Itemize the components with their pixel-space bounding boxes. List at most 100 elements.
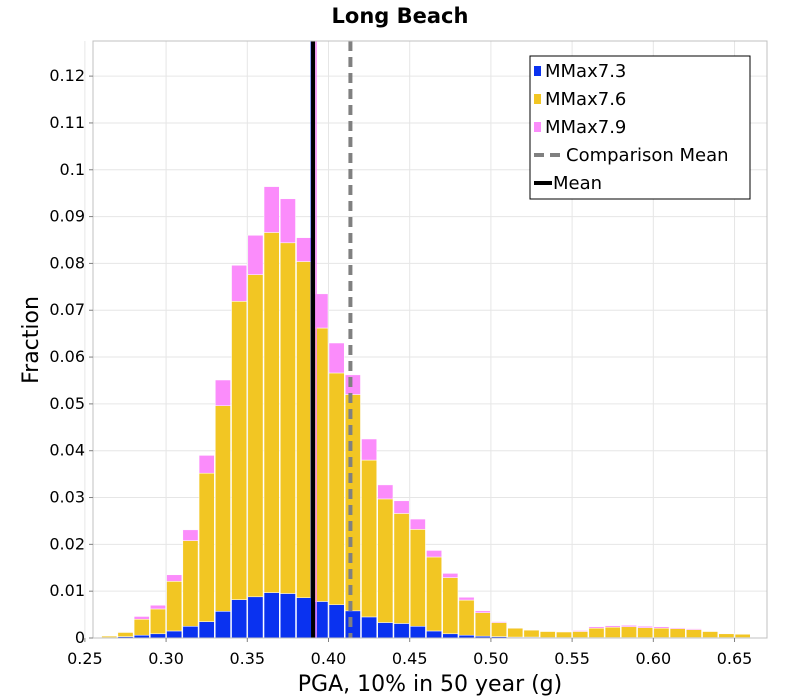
bar-mmax73 [361, 616, 377, 639]
bar-mmax79 [604, 625, 621, 628]
bar-mmax76 [442, 577, 459, 635]
bar-mmax73 [409, 626, 426, 639]
bar-mmax76 [491, 622, 507, 637]
bar-mmax76 [621, 626, 637, 638]
legend-label: MMax7.3 [545, 61, 626, 82]
x-tick-label: 0.55 [554, 649, 590, 668]
bar-mmax76 [604, 626, 621, 638]
bar-mmax76 [344, 394, 361, 612]
bar-mmax76 [280, 242, 296, 594]
bar-mmax79 [442, 573, 459, 578]
legend-label: MMax7.9 [545, 117, 626, 138]
bar-mmax79 [361, 438, 377, 461]
bar-mmax76 [133, 619, 150, 636]
bar-mmax76 [101, 635, 118, 638]
bar-mmax76 [734, 634, 751, 638]
bar-mmax73 [393, 623, 410, 639]
y-tick-label: 0.11 [49, 113, 85, 132]
bar-mmax73 [280, 593, 296, 639]
bar-mmax79 [686, 628, 702, 630]
bar-mmax76 [556, 631, 572, 638]
bar-mmax79 [653, 626, 670, 629]
bar-mmax79 [133, 616, 150, 620]
bar-mmax79 [344, 374, 361, 395]
bar-mmax79 [409, 518, 426, 530]
y-tick-label: 0.02 [49, 534, 85, 553]
bar-mmax79 [426, 550, 442, 558]
bar-mmax79 [572, 630, 589, 632]
legend-swatch [534, 122, 541, 132]
bar-mmax73 [426, 630, 442, 639]
bar-mmax79 [215, 379, 231, 407]
bar-mmax79 [491, 621, 507, 623]
bar-mmax76 [474, 612, 491, 637]
bar-mmax76 [539, 631, 556, 638]
bar-mmax79 [588, 626, 605, 629]
bar-mmax76 [117, 632, 134, 637]
legend-box [529, 55, 751, 200]
bar-mmax76 [182, 540, 199, 627]
bar-mmax76 [702, 631, 719, 638]
bar-mmax79 [198, 455, 215, 474]
x-tick-label: 0.50 [473, 649, 509, 668]
legend-label: Comparison Mean [566, 145, 729, 166]
bar-mmax73 [377, 622, 394, 639]
bar-mmax73 [344, 610, 361, 639]
bar-mmax79 [150, 604, 166, 610]
y-axis-label: Fraction [19, 296, 44, 384]
y-tick-label: 0.05 [49, 394, 85, 413]
bar-mmax76 [572, 631, 589, 638]
bar-mmax79 [637, 626, 654, 628]
bar-mmax76 [718, 633, 735, 638]
bar-mmax73 [182, 626, 199, 639]
bar-mmax76 [669, 628, 686, 638]
legend-label: Mean [553, 173, 602, 194]
bar-mmax79 [393, 500, 410, 514]
bar-mmax79 [328, 342, 345, 374]
y-tick-label: 0.01 [49, 581, 85, 600]
y-tick-label: 0.06 [49, 347, 85, 366]
bar-mmax79 [621, 625, 637, 628]
bar-mmax76 [198, 472, 215, 622]
bar-mmax79 [166, 574, 183, 582]
y-tick-label: 0.03 [49, 488, 85, 507]
y-tick-label: 0.12 [49, 66, 85, 85]
bar-mmax73 [296, 597, 313, 639]
bars [101, 186, 767, 639]
bar-mmax76 [588, 627, 605, 638]
bar-mmax76 [361, 459, 377, 618]
bar-mmax79 [474, 610, 491, 613]
bar-mmax79 [247, 235, 264, 275]
bar-mmax76 [409, 529, 426, 627]
bar-mmax73 [231, 599, 248, 639]
bar-mmax76 [263, 232, 280, 593]
mean-lines [310, 41, 353, 638]
bar-mmax79 [280, 198, 296, 244]
bar-mmax73 [198, 621, 215, 639]
bar-mmax76 [458, 599, 475, 636]
bar-mmax79 [669, 627, 686, 629]
bar-mmax76 [166, 581, 183, 632]
x-tick-label: 0.45 [392, 649, 428, 668]
bar-mmax76 [426, 556, 442, 632]
bar-mmax73 [247, 596, 264, 639]
x-tick-label: 0.60 [636, 649, 672, 668]
y-tick-label: 0 [75, 628, 85, 647]
bar-mmax76 [393, 513, 410, 624]
x-tick-label: 0.30 [148, 649, 184, 668]
legend-swatch [534, 94, 541, 104]
bar-mmax76 [507, 627, 524, 638]
bar-mmax79 [458, 597, 475, 601]
bar-mmax76 [637, 627, 654, 638]
bar-mmax79 [231, 265, 248, 302]
y-tick-label: 0.04 [49, 441, 85, 460]
x-tick-label: 0.35 [229, 649, 265, 668]
bar-mmax76 [686, 629, 702, 638]
bar-mmax79 [377, 484, 394, 500]
bar-mmax73 [166, 630, 183, 639]
bar-mmax76 [523, 629, 540, 638]
bar-mmax76 [231, 301, 248, 600]
bar-mmax76 [328, 372, 345, 606]
y-axis: 0 0.01 0.02 0.03 0.04 0.05 0.06 0.07 0.08 0.09 0.1… [49, 66, 93, 647]
